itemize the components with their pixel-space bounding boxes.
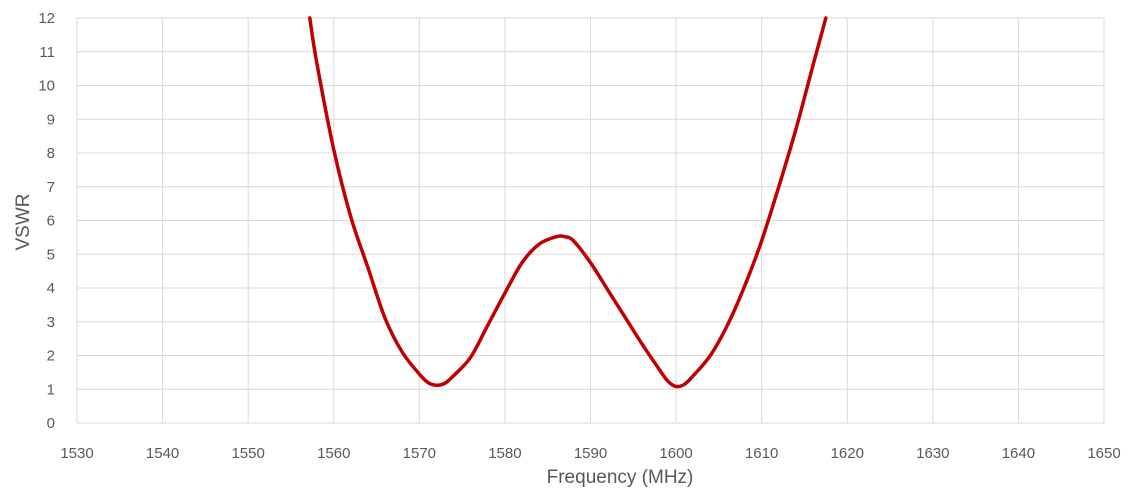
x-tick-label: 1540: [146, 445, 179, 462]
y-tick-label: 8: [47, 145, 55, 162]
x-tick-label: 1650: [1087, 445, 1120, 462]
y-tick-label: 5: [47, 246, 55, 263]
y-tick-label: 11: [39, 44, 55, 61]
y-tick-label: 12: [38, 10, 55, 27]
x-tick-label: 1560: [317, 445, 350, 462]
y-tick-label: 2: [47, 348, 55, 365]
x-axis-title: Frequency (MHz): [547, 467, 694, 488]
y-tick-label: 9: [47, 111, 55, 128]
x-tick-label: 1580: [488, 445, 521, 462]
x-tick-label: 1530: [60, 445, 93, 462]
y-axis-title: VSWR: [13, 194, 34, 251]
y-tick-label: 7: [47, 179, 55, 196]
x-tick-label: 1640: [1002, 445, 1035, 462]
x-tick-label: 1620: [831, 445, 864, 462]
x-tick-label: 1570: [403, 445, 436, 462]
y-tick-label: 1: [47, 381, 55, 398]
x-tick-label: 1630: [916, 445, 949, 462]
y-tick-label: 3: [47, 314, 55, 331]
horizontal-gridlines: [77, 17, 1104, 424]
y-tick-label: 4: [47, 280, 55, 297]
y-tick-label: 10: [38, 78, 55, 95]
vswr-series-line: [308, 16, 828, 389]
x-tick-label: 1600: [659, 445, 692, 462]
x-tick-label: 1590: [574, 445, 607, 462]
y-tick-label: 6: [47, 213, 55, 230]
x-axis-tick-labels: 1530 1540 1550 1560 1570 1580 1590 1600 1610 1620…: [60, 445, 1120, 462]
x-tick-label: 1610: [745, 445, 778, 462]
series-group: [308, 16, 828, 389]
x-tick-label: 1550: [231, 445, 264, 462]
y-tick-label: 0: [47, 415, 55, 432]
